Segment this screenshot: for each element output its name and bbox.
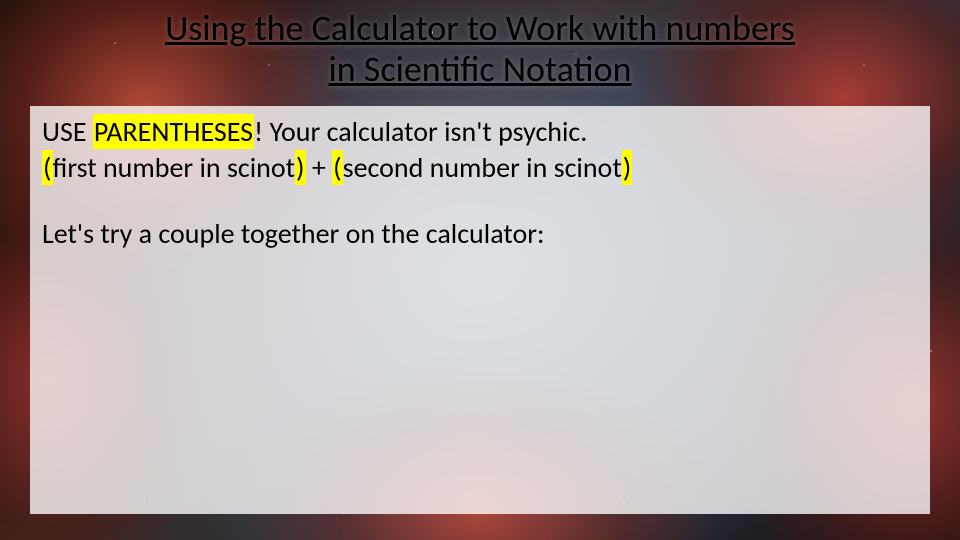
title-line-2: in Scientific Notation [328,49,631,90]
text-psychic: ! Your calculator isn't psychic. [254,114,587,149]
content-panel: USE PARENTHESES! Your calculator isn't p… [30,106,930,514]
body-line-2: (first number in scinot) + (second numbe… [42,150,918,186]
body-line-3: Let's try a couple together on the calcu… [42,216,918,252]
highlight-parentheses: PARENTHESES [93,114,254,149]
text-first-num: first number in scinot [53,150,296,185]
highlight-open-paren-1: ( [42,150,53,185]
text-use: USE [42,114,93,149]
slide-title: Using the Calculator to Work with number… [0,8,960,91]
highlight-close-paren-1: ) [295,150,306,185]
text-operator: + [306,150,333,185]
body-line-1: USE PARENTHESES! Your calculator isn't p… [42,114,918,150]
highlight-close-paren-2: ) [622,150,633,185]
highlight-open-paren-2: ( [332,150,343,185]
text-second-num: second number in scinot [343,150,622,185]
blank-line [42,186,918,216]
title-line-1: Using the Calculator to Work with number… [165,8,795,49]
